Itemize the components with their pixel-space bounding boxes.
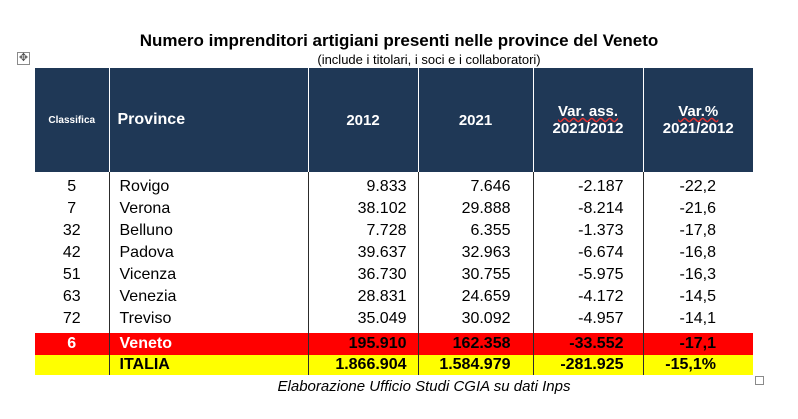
header-2012: 2012 xyxy=(308,68,419,172)
header-rank: Classifica xyxy=(35,68,110,172)
cell-var-abs: -4.172 xyxy=(533,286,644,308)
cell-var-abs: -6.674 xyxy=(533,242,644,264)
cell-province: Veneto xyxy=(109,333,309,355)
cell-2012: 36.730 xyxy=(308,264,419,286)
cell-province: Belluno xyxy=(109,220,309,242)
row-spacer xyxy=(35,330,753,333)
cell-province: Vicenza xyxy=(109,264,309,286)
cell-province: Venezia xyxy=(109,286,309,308)
cell-2021: 7.646 xyxy=(418,172,534,198)
cell-2021: 32.963 xyxy=(418,242,534,264)
cell-var-pct: -14,1 xyxy=(679,310,716,327)
header-var-abs-line1: Var. ass. xyxy=(557,103,619,120)
cell-province: Treviso xyxy=(109,308,309,330)
cell-2021: 162.358 xyxy=(418,333,534,355)
cell-rank: 6 xyxy=(35,333,110,355)
cell-var-abs: -2.187 xyxy=(533,172,644,198)
cell-2012: 1.866.904 xyxy=(308,355,419,375)
cell-rank: 42 xyxy=(35,242,110,264)
header-row: Classifica Province 2012 2021 Var. ass. 2… xyxy=(35,68,753,172)
move-handle-icon[interactable]: ✥ xyxy=(17,52,30,65)
header-province: Province xyxy=(109,68,309,172)
table-title: Numero imprenditori artigiani presenti n… xyxy=(139,31,659,50)
table-row: 5 Rovigo 9.833 7.646 -2.187 -22,2 xyxy=(35,172,753,198)
header-var-pct-line1: Var.% xyxy=(678,103,719,120)
cell-2021: 1.584.979 xyxy=(418,355,534,375)
cell-2012: 38.102 xyxy=(308,198,419,220)
table-row: 51 Vicenza 36.730 30.755 -5.975 -16,3 xyxy=(35,264,753,286)
cell-province: ITALIA xyxy=(109,355,309,375)
cell-rank: 72 xyxy=(35,308,110,330)
cell-var-pct: -21,6 xyxy=(679,200,716,217)
cell-province: Padova xyxy=(109,242,309,264)
artisans-table: Classifica Province 2012 2021 Var. ass. 2… xyxy=(35,68,753,375)
cell-var-pct: -16,8 xyxy=(679,244,716,261)
cell-2021: 30.092 xyxy=(418,308,534,330)
cell-rank: 63 xyxy=(35,286,110,308)
cell-2012: 195.910 xyxy=(308,333,419,355)
table-row: 7 Verona 38.102 29.888 -8.214 -21,6 xyxy=(35,198,753,220)
table-row: 42 Padova 39.637 32.963 -6.674 -16,8 xyxy=(35,242,753,264)
italia-total-row: ITALIA 1.866.904 1.584.979 -281.925 -15,… xyxy=(35,355,753,375)
cell-rank: 32 xyxy=(35,220,110,242)
cell-var-pct: -22,2 xyxy=(679,178,716,195)
cell-2012: 7.728 xyxy=(308,220,419,242)
cell-2012: 39.637 xyxy=(308,242,419,264)
table-row: 32 Belluno 7.728 6.355 -1.373 -17,8 xyxy=(35,220,753,242)
cell-province: Rovigo xyxy=(109,172,309,198)
cell-var-pct: -17,8 xyxy=(679,222,716,239)
header-var-abs-line2: 2021/2012 xyxy=(552,120,624,137)
cell-var-pct: -17,1 xyxy=(643,333,753,355)
cell-var-abs: -33.552 xyxy=(533,333,644,355)
cell-var-abs: -8.214 xyxy=(533,198,644,220)
cell-var-abs: -5.975 xyxy=(533,264,644,286)
table-row: 72 Treviso 35.049 30.092 -4.957 -14,1 xyxy=(35,308,753,330)
cell-rank: 7 xyxy=(35,198,110,220)
cell-2012: 28.831 xyxy=(308,286,419,308)
cell-var-abs: -1.373 xyxy=(533,220,644,242)
cell-province: Verona xyxy=(109,198,309,220)
cell-var-pct: -16,3 xyxy=(679,266,716,283)
header-var-pct-line2: 2021/2012 xyxy=(662,120,734,137)
cell-rank: 5 xyxy=(35,172,110,198)
cell-rank xyxy=(35,355,110,375)
veneto-total-row: 6 Veneto 195.910 162.358 -33.552 -17,1 xyxy=(35,333,753,355)
cell-rank: 51 xyxy=(35,264,110,286)
cell-var-abs: -4.957 xyxy=(533,308,644,330)
cell-2021: 6.355 xyxy=(418,220,534,242)
cell-var-pct: -14,5 xyxy=(679,288,716,305)
table-row: 63 Venezia 28.831 24.659 -4.172 -14,5 xyxy=(35,286,753,308)
header-var-abs: Var. ass. 2021/2012 xyxy=(533,68,644,172)
cell-var-pct: -15,1% xyxy=(643,355,753,375)
cell-2012: 9.833 xyxy=(308,172,419,198)
source-note: Elaborazione Ufficio Studi CGIA su dati … xyxy=(277,378,571,395)
header-var-pct: Var.% 2021/2012 xyxy=(643,68,753,172)
cell-var-abs: -281.925 xyxy=(533,355,644,375)
cell-2021: 29.888 xyxy=(418,198,534,220)
header-2021: 2021 xyxy=(418,68,534,172)
resize-handle-icon[interactable] xyxy=(755,376,764,385)
cell-2012: 35.049 xyxy=(308,308,419,330)
table-subtitle: (include i titolari, i soci e i collabor… xyxy=(317,52,541,67)
cell-2021: 30.755 xyxy=(418,264,534,286)
cell-2021: 24.659 xyxy=(418,286,534,308)
